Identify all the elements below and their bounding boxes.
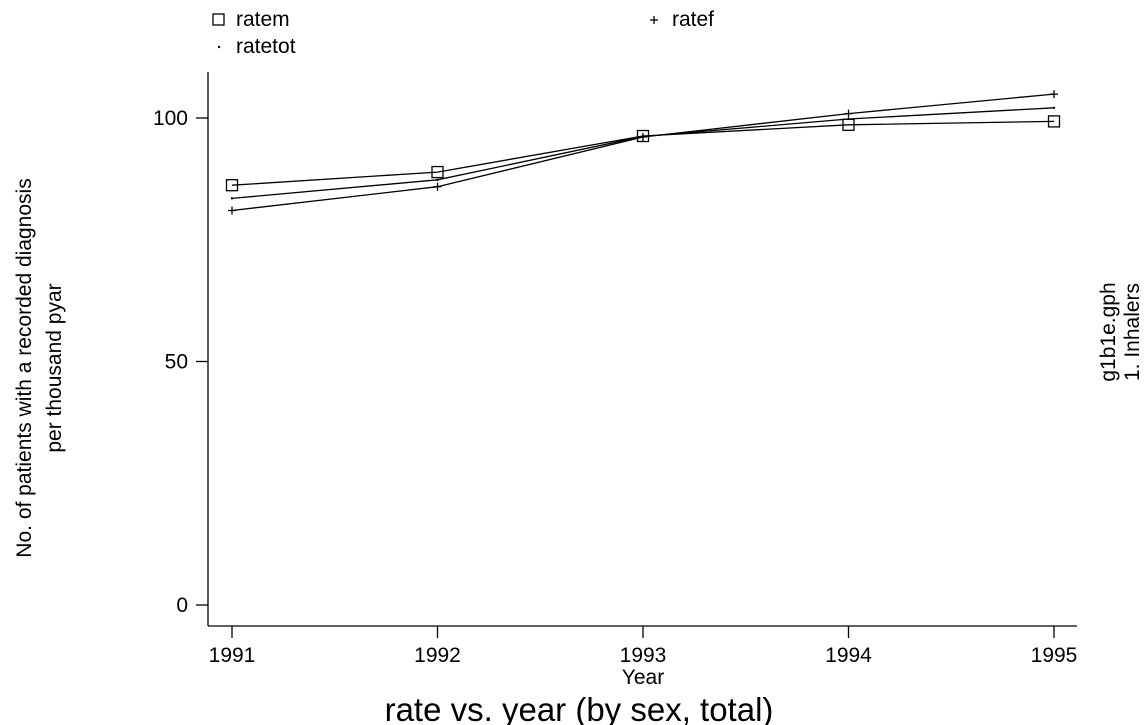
data-point-ratef — [433, 182, 442, 191]
legend-label-ratetot: ratetot — [236, 35, 296, 58]
y-axis-ticks: 0 50 100 — [153, 107, 208, 617]
graph-filename: g1b1e.gph — [1097, 282, 1120, 381]
legend-label-ratef: ratef — [672, 8, 714, 31]
legend: ratem ratef ratetot — [212, 8, 714, 58]
x-tick-label: 1995 — [1031, 644, 1078, 667]
legend-marker-ratef — [650, 16, 658, 24]
data-point-ratetot — [230, 197, 234, 200]
y-tick-label: 50 — [165, 351, 188, 374]
data-point-ratetot — [436, 178, 439, 182]
x-tick-label: 1992 — [414, 644, 461, 667]
x-axis-title: Year — [622, 666, 664, 689]
y-axis-title-line1: No. of patients with a recorded diagnosi… — [13, 178, 36, 557]
series-ratef — [228, 90, 1058, 215]
data-point-ratef — [844, 109, 853, 118]
y-tick-label: 100 — [153, 107, 188, 130]
series-ratetot — [230, 106, 1056, 200]
data-point-ratetot — [641, 135, 645, 138]
x-tick-label: 1994 — [825, 644, 872, 667]
data-point-ratetot — [1052, 106, 1056, 109]
data-point-ratef — [1050, 90, 1058, 99]
legend-marker-ratetot — [217, 45, 221, 49]
series-line-ratetot — [231, 107, 1055, 200]
data-point-ratem — [225, 179, 239, 192]
y-axis-title-line2: per thousand pyar — [43, 283, 66, 452]
data-point-ratetot — [847, 117, 850, 121]
x-tick-label: 1991 — [209, 644, 256, 667]
series-layer — [225, 90, 1061, 215]
y-tick-label: 0 — [176, 594, 188, 617]
x-tick-label: 1993 — [620, 644, 667, 667]
x-axis-ticks: 1991 1992 1993 1994 1995 — [209, 626, 1078, 667]
data-point-ratef — [228, 206, 236, 215]
data-point-ratem — [1047, 115, 1061, 128]
series-line-ratef — [231, 93, 1055, 212]
series-ratem — [225, 115, 1061, 192]
graph-caption: 1. Inhalers — [1121, 283, 1144, 381]
legend-label-ratem: ratem — [236, 8, 290, 31]
chart-title: rate vs. year (by sex, total) — [385, 691, 774, 725]
legend-marker-ratem — [212, 13, 225, 26]
data-point-ratem — [431, 165, 444, 179]
